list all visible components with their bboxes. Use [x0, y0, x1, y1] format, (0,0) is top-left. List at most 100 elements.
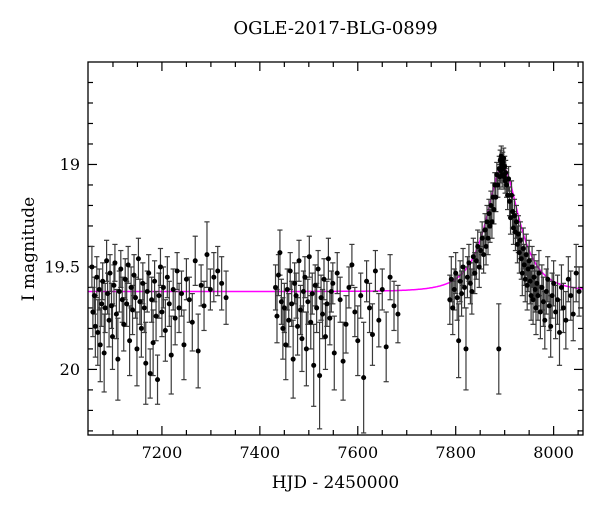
data-point: [127, 338, 133, 344]
data-point: [181, 342, 187, 348]
data-point: [135, 256, 141, 262]
data-point: [462, 284, 468, 290]
data-point: [553, 309, 559, 315]
data-point: [118, 266, 124, 272]
data-point: [542, 317, 548, 323]
data-point: [523, 252, 529, 258]
data-point: [96, 286, 102, 292]
data-point: [102, 305, 108, 311]
data-point: [91, 293, 97, 299]
data-point: [483, 243, 489, 249]
data-point: [143, 360, 149, 366]
svg-text:7800: 7800: [435, 443, 476, 462]
data-point: [159, 309, 165, 315]
data-point: [131, 272, 137, 278]
data-point: [306, 254, 312, 260]
data-point: [372, 268, 378, 274]
data-point: [170, 286, 176, 292]
data-point: [111, 282, 117, 288]
data-point: [112, 260, 118, 266]
data-point: [299, 336, 305, 342]
data-point: [156, 293, 162, 299]
data-point: [305, 299, 311, 305]
data-point: [275, 272, 281, 278]
data-point: [352, 309, 358, 315]
data-point: [489, 219, 495, 225]
data-point: [124, 301, 130, 307]
data-point: [379, 286, 385, 292]
data-point: [132, 295, 138, 301]
data-point: [100, 278, 106, 284]
data-point: [383, 344, 389, 350]
data-point: [501, 174, 507, 180]
data-point: [548, 323, 554, 329]
data-point: [281, 305, 287, 311]
data-point: [556, 330, 562, 336]
svg-text:20: 20: [60, 360, 80, 379]
data-point: [500, 159, 506, 165]
data-point: [453, 270, 459, 276]
data-point: [503, 170, 509, 176]
data-point: [467, 280, 473, 286]
data-point: [463, 346, 469, 352]
data-point: [286, 317, 292, 323]
data-point: [104, 258, 110, 264]
data-point: [367, 305, 373, 311]
data-point: [543, 289, 549, 295]
data-point: [504, 182, 510, 188]
data-point: [172, 315, 178, 321]
data-point: [153, 313, 159, 319]
data-point: [376, 317, 382, 323]
data-point: [470, 254, 476, 260]
svg-text:7400: 7400: [239, 443, 280, 462]
data-point: [509, 192, 515, 198]
data-point: [530, 297, 536, 303]
data-point: [317, 373, 323, 379]
data-point: [309, 291, 315, 297]
x-axis-label: HJD - 2450000: [271, 473, 400, 493]
data-point: [568, 293, 574, 299]
data-point: [300, 289, 306, 295]
data-point: [144, 289, 150, 295]
data-point: [106, 317, 112, 323]
data-point: [287, 268, 293, 274]
data-point: [358, 293, 364, 299]
data-point: [186, 297, 192, 303]
data-point: [157, 264, 163, 270]
data-point: [160, 284, 166, 290]
data-point: [555, 297, 561, 303]
data-point: [311, 362, 317, 368]
data-point: [147, 371, 153, 377]
data-point: [510, 225, 516, 231]
data-point: [297, 307, 303, 313]
data-point: [289, 301, 295, 307]
data-point: [314, 305, 320, 311]
data-point: [563, 317, 569, 323]
data-point: [509, 209, 515, 215]
data-point: [119, 297, 125, 303]
data-point: [109, 303, 115, 309]
data-point: [535, 293, 541, 299]
data-point: [395, 311, 401, 317]
data-point: [97, 342, 103, 348]
data-point: [355, 338, 361, 344]
data-point: [532, 286, 538, 292]
data-point: [125, 262, 131, 268]
data-point: [292, 280, 298, 286]
data-point: [219, 280, 225, 286]
data-point: [138, 325, 144, 331]
data-point: [527, 278, 533, 284]
data-point: [524, 282, 530, 288]
y-axis-label: I magnitude: [19, 196, 39, 302]
data-point: [312, 282, 318, 288]
data-point: [302, 274, 308, 280]
data-point: [536, 270, 542, 276]
data-point: [534, 280, 540, 286]
data-point: [189, 319, 195, 325]
data-point: [457, 278, 463, 284]
data-point: [479, 235, 485, 241]
data-point: [454, 295, 460, 301]
data-point: [109, 334, 115, 340]
svg-text:7200: 7200: [142, 443, 183, 462]
